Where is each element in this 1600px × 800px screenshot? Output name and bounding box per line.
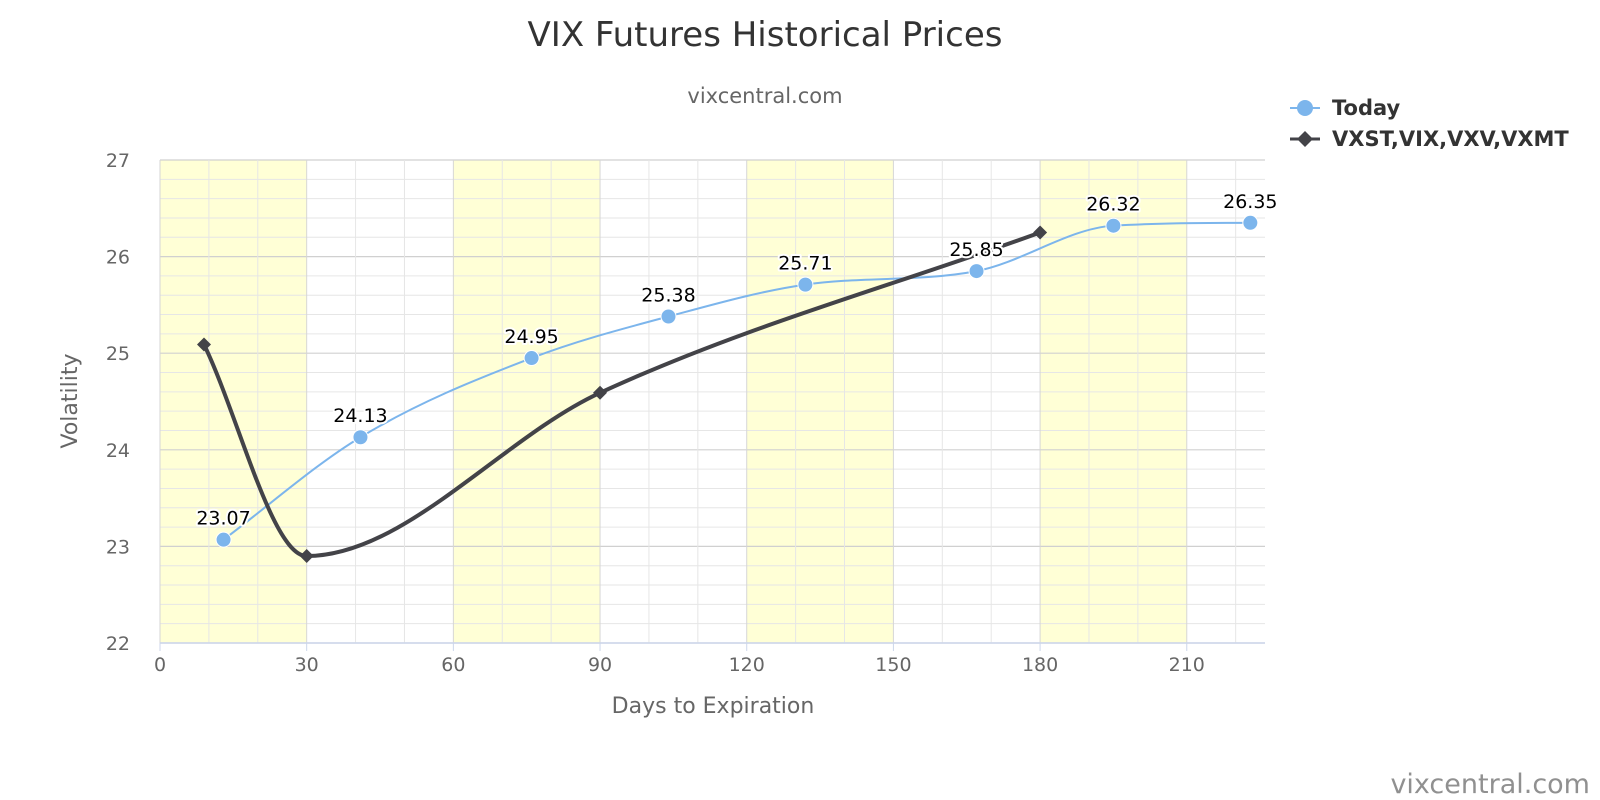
y-tick-label: 22 — [106, 633, 130, 655]
data-point — [797, 276, 814, 293]
x-axis-title: Days to Expiration — [612, 694, 815, 719]
data-point — [593, 385, 608, 400]
data-label: 25.38 — [641, 284, 695, 306]
legend-diamond-icon — [1297, 131, 1313, 147]
x-tick-label: 30 — [295, 654, 319, 676]
data-label: 24.95 — [504, 326, 558, 348]
chart-credit[interactable]: vixcentral.com — [1390, 769, 1590, 800]
data-label: 25.85 — [949, 239, 1003, 261]
x-tick-label: 180 — [1022, 654, 1058, 676]
data-point — [352, 429, 369, 446]
y-tick-label: 26 — [106, 247, 130, 269]
tick-labels: 0 30 60 90 120 150 180 210 22 23 24 25 26 27 — [106, 150, 1205, 676]
legend-circle-icon — [1297, 100, 1313, 116]
data-point — [1033, 225, 1048, 240]
data-label: 23.07 — [196, 508, 250, 530]
chart-title: VIX Futures Historical Prices — [528, 15, 1003, 55]
data-point — [1242, 214, 1259, 231]
data-point — [523, 350, 540, 367]
data-point — [197, 337, 212, 352]
series-line-1 — [202, 230, 1041, 559]
legend[interactable]: Today VXST,VIX,VXV,VXMT — [1290, 96, 1569, 151]
legend-label-term-structure: VXST,VIX,VXV,VXMT — [1332, 127, 1569, 151]
data-label: 25.71 — [778, 253, 832, 275]
background-band — [746, 160, 894, 643]
x-tick-label: 150 — [875, 654, 911, 676]
x-tick-label: 210 — [1169, 654, 1205, 676]
data-point — [1105, 217, 1122, 234]
data-point — [299, 549, 314, 564]
background-band — [453, 160, 601, 643]
data-label: 26.35 — [1223, 191, 1277, 213]
series-layer — [197, 214, 1259, 564]
x-tick-label: 120 — [729, 654, 765, 676]
data-point — [968, 263, 985, 280]
x-tick-label: 60 — [441, 654, 465, 676]
data-label: 26.32 — [1086, 194, 1140, 216]
legend-item-term-structure[interactable]: VXST,VIX,VXV,VXMT — [1290, 127, 1569, 151]
y-axis-title: Volatility — [58, 353, 83, 448]
background-band — [1040, 160, 1187, 643]
x-tick-label: 90 — [588, 654, 612, 676]
legend-label-today: Today — [1332, 96, 1401, 120]
legend-item-today[interactable]: Today — [1290, 96, 1401, 120]
grid — [159, 159, 1265, 651]
chart-subtitle: vixcentral.com — [687, 84, 842, 108]
background-bands — [160, 160, 1187, 643]
background-band — [160, 160, 307, 643]
x-tick-label: 0 — [154, 654, 166, 676]
data-point — [660, 308, 677, 325]
data-label: 24.13 — [333, 405, 387, 427]
data-labels: 23.07 24.13 24.95 25.38 25.71 25.85 26.32 26.35 — [194, 189, 1279, 532]
y-tick-label: 25 — [106, 343, 130, 365]
data-point — [215, 531, 232, 548]
y-tick-label: 24 — [106, 440, 130, 462]
y-tick-label: 27 — [106, 150, 130, 172]
y-tick-label: 23 — [106, 536, 130, 558]
